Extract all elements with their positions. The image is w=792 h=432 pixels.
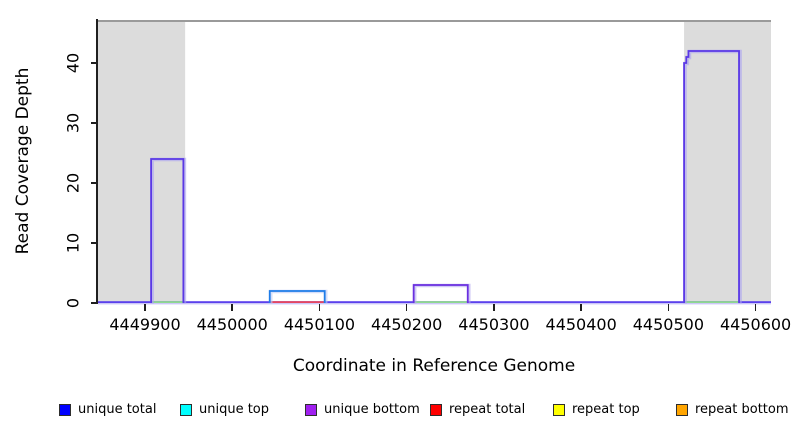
plot-top-border	[98, 20, 771, 22]
y-tick-label: 40	[63, 52, 83, 74]
y-tick-mark	[90, 62, 97, 64]
x-tick-label: 4450200	[371, 315, 443, 334]
legend-item: repeat top	[553, 402, 640, 417]
legend-item: unique top	[180, 402, 269, 417]
peak-outline	[412, 284, 469, 303]
legend-swatch	[553, 403, 565, 416]
y-tick-mark	[90, 242, 97, 244]
peak-outline-halo	[412, 283, 471, 304]
y-tick-label: 10	[63, 232, 83, 254]
y-tick-mark	[90, 122, 97, 124]
y-tick-label: 30	[63, 112, 83, 134]
legend-label: repeat bottom	[695, 402, 789, 417]
legend-label: unique top	[199, 402, 270, 417]
legend-swatch	[305, 403, 317, 416]
y-tick-label: 20	[63, 172, 83, 194]
peak-base-line	[269, 301, 325, 303]
legend-label: unique bottom	[324, 402, 420, 417]
x-tick-label: 4449900	[109, 315, 181, 334]
y-tick-label: 0	[63, 297, 83, 309]
peak-base-line	[151, 301, 184, 303]
x-tick-label: 4450600	[719, 315, 792, 334]
y-tick-mark	[90, 182, 97, 184]
peak-base-line	[413, 301, 468, 303]
y-axis-label: Read Coverage Depth	[13, 67, 33, 255]
peak-base-line	[684, 301, 740, 303]
x-axis-label: Coordinate in Reference Genome	[292, 356, 576, 376]
masked-region	[98, 20, 186, 303]
plot-area	[98, 20, 771, 308]
y-tick-mark	[90, 302, 97, 304]
plot-canvas	[98, 20, 771, 305]
legend-item: unique bottom	[305, 402, 420, 417]
legend-swatch	[430, 403, 442, 416]
legend-item: repeat total	[430, 402, 525, 417]
peak-outline	[268, 290, 326, 303]
x-tick-label: 4450400	[545, 315, 617, 334]
legend-item: unique total	[59, 402, 156, 417]
legend-label: repeat top	[572, 402, 640, 417]
legend-label: repeat total	[449, 402, 526, 417]
x-tick-label: 4450500	[632, 315, 705, 334]
peak-outline	[683, 50, 740, 303]
legend-swatch	[180, 403, 192, 416]
x-tick-label: 4450100	[283, 315, 356, 334]
peak-outline	[150, 158, 185, 303]
legend-swatch	[676, 403, 688, 416]
legend-item: repeat bottom	[676, 402, 789, 417]
x-tick-label: 4450000	[196, 315, 268, 334]
x-tick-label: 4450300	[458, 315, 530, 334]
masked-region	[684, 20, 771, 303]
baseline-shadow	[98, 303, 771, 305]
legend-swatch	[59, 403, 71, 416]
legend-label: unique total	[78, 402, 157, 417]
